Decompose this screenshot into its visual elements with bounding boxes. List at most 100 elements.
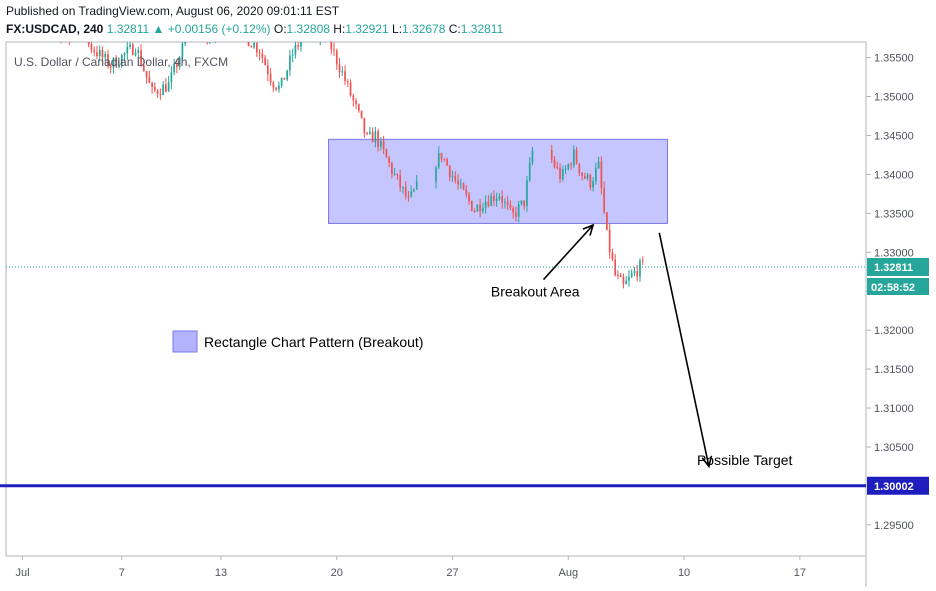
candle-body <box>96 52 98 57</box>
y-tick-label: 1.35500 <box>874 53 914 65</box>
candle-body <box>242 26 244 28</box>
candle-body <box>170 72 173 83</box>
candle-body <box>399 175 402 188</box>
price-change: +0.00156 (+0.12%) <box>167 22 271 36</box>
candle-body <box>346 81 349 83</box>
candle-body <box>603 188 605 213</box>
candle-body <box>531 150 534 163</box>
rectangle-pattern-box <box>328 138 669 224</box>
y-tick-label: 1.31000 <box>874 403 914 415</box>
candle-body <box>204 33 206 41</box>
candle-body <box>578 163 581 173</box>
candle-body <box>118 64 120 67</box>
candle-body <box>153 87 156 91</box>
candle-body <box>269 74 272 83</box>
candle-body <box>484 201 487 209</box>
candle-body <box>52 31 54 33</box>
ohlc-header: FX:USDCAD, 240 1.32811 ▲ +0.00156 (+0.12… <box>6 22 503 36</box>
candle-body <box>506 201 509 205</box>
candle-body <box>404 186 407 197</box>
candle-body <box>278 85 280 90</box>
candle-body <box>101 49 104 58</box>
candle-body <box>58 31 60 32</box>
candle-body <box>625 280 628 285</box>
candle-body <box>443 159 446 161</box>
candle-body <box>385 149 388 158</box>
legend-label: Rectangle Chart Pattern (Breakout) <box>204 334 423 350</box>
candle-body <box>628 276 630 281</box>
candle-body <box>393 173 396 175</box>
candle-body <box>137 50 140 53</box>
annotation-arrow-line <box>658 232 710 467</box>
candle-body <box>55 32 57 33</box>
candle-body <box>87 42 90 45</box>
candle-body <box>608 229 611 253</box>
target-price-label: 1.30002 <box>874 481 914 493</box>
candle-body <box>297 44 300 47</box>
candle-body <box>267 65 269 75</box>
plot-frame <box>5 41 867 557</box>
y-tick-label: 1.33000 <box>874 247 914 259</box>
candle-body <box>140 50 142 66</box>
candle-body <box>448 165 451 177</box>
candle-body <box>465 189 468 195</box>
candle-body <box>595 168 597 182</box>
candle-body <box>520 200 523 205</box>
last-price: 1.32811 <box>106 22 150 36</box>
candle-body <box>33 19 35 22</box>
candle-body <box>639 260 641 277</box>
candle-body <box>402 186 404 188</box>
candle-body <box>212 32 214 37</box>
candle-body <box>572 149 575 166</box>
candle-body <box>468 194 470 202</box>
candle-body <box>498 196 501 199</box>
open-label: O: <box>273 22 287 36</box>
candle-body <box>35 19 37 21</box>
candle-body <box>396 173 399 176</box>
candle-body <box>371 131 374 143</box>
candle-body <box>380 140 382 147</box>
candle-body <box>46 21 48 27</box>
candle-body <box>592 181 594 188</box>
candle-body <box>335 50 338 65</box>
candle-body <box>220 25 222 31</box>
y-tick-label: 1.32000 <box>874 325 914 337</box>
candle-body <box>567 164 570 170</box>
candle-body <box>115 57 118 67</box>
candle-body <box>641 260 644 262</box>
candle-body <box>275 87 277 90</box>
candle-body <box>156 90 159 94</box>
low-label: L: <box>392 22 403 36</box>
y-tick-label: 1.29500 <box>874 520 914 532</box>
candle-body <box>120 54 123 65</box>
x-tick-label: 17 <box>794 567 806 579</box>
candle-body <box>176 64 178 67</box>
candle-body <box>104 54 107 58</box>
candle-body <box>98 49 101 57</box>
candle-body <box>586 174 589 179</box>
countdown-tag <box>867 277 929 295</box>
candle-body <box>209 32 211 37</box>
candle-body <box>349 82 352 96</box>
candle-body <box>559 167 561 180</box>
candle-body <box>352 95 355 101</box>
candle-body <box>319 29 321 40</box>
candle-body <box>234 30 236 31</box>
candle-body <box>291 54 294 56</box>
candle-body <box>283 77 286 80</box>
candle-body <box>134 52 137 55</box>
candle-body <box>451 176 454 178</box>
symbol-label: FX:USDCAD, 240 <box>6 22 104 36</box>
candle-body <box>239 26 241 35</box>
candle-body <box>515 212 517 217</box>
candle-body <box>322 28 324 30</box>
candle-body <box>255 43 258 53</box>
candle-body <box>487 201 490 206</box>
candle-body <box>49 27 51 31</box>
candle-body <box>374 131 377 143</box>
x-tick-label: Aug <box>559 567 579 579</box>
candle-body <box>167 82 170 92</box>
candle-body <box>575 149 578 164</box>
candle-body <box>261 53 264 58</box>
